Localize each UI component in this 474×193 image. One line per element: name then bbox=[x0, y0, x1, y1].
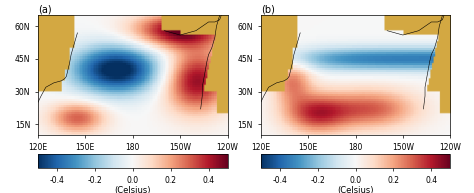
Text: (b): (b) bbox=[261, 5, 274, 15]
X-axis label: (Celsius): (Celsius) bbox=[337, 186, 374, 193]
X-axis label: (Celsius): (Celsius) bbox=[114, 186, 151, 193]
Text: (a): (a) bbox=[38, 5, 52, 15]
